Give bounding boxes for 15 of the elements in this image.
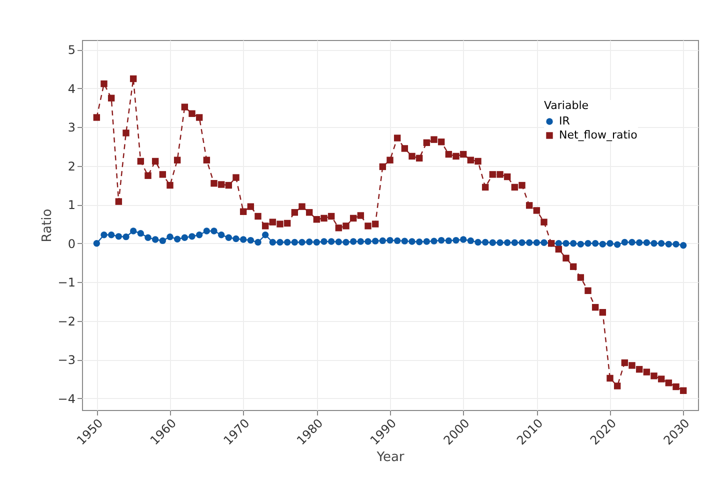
y-tick-label: 2 xyxy=(68,159,76,174)
legend-label: IR xyxy=(559,114,570,128)
x-axis-title: Year xyxy=(376,450,405,465)
legend-label: Net_flow_ratio xyxy=(559,128,638,142)
y-tick-label: 1 xyxy=(68,198,76,212)
y-tick-label: 5 xyxy=(68,43,76,58)
y-tick-label: −4 xyxy=(58,392,76,406)
y-tick-label: 0 xyxy=(68,236,76,251)
y-axis-title: Ratio xyxy=(40,208,55,242)
y-tick-label: −1 xyxy=(58,276,76,290)
y-tick-label: 4 xyxy=(68,82,76,96)
y-tick-label: 3 xyxy=(68,120,76,135)
y-tick-label: −3 xyxy=(58,353,76,368)
y-tick-label: −2 xyxy=(58,314,76,328)
legend-title: Variable xyxy=(544,99,589,112)
